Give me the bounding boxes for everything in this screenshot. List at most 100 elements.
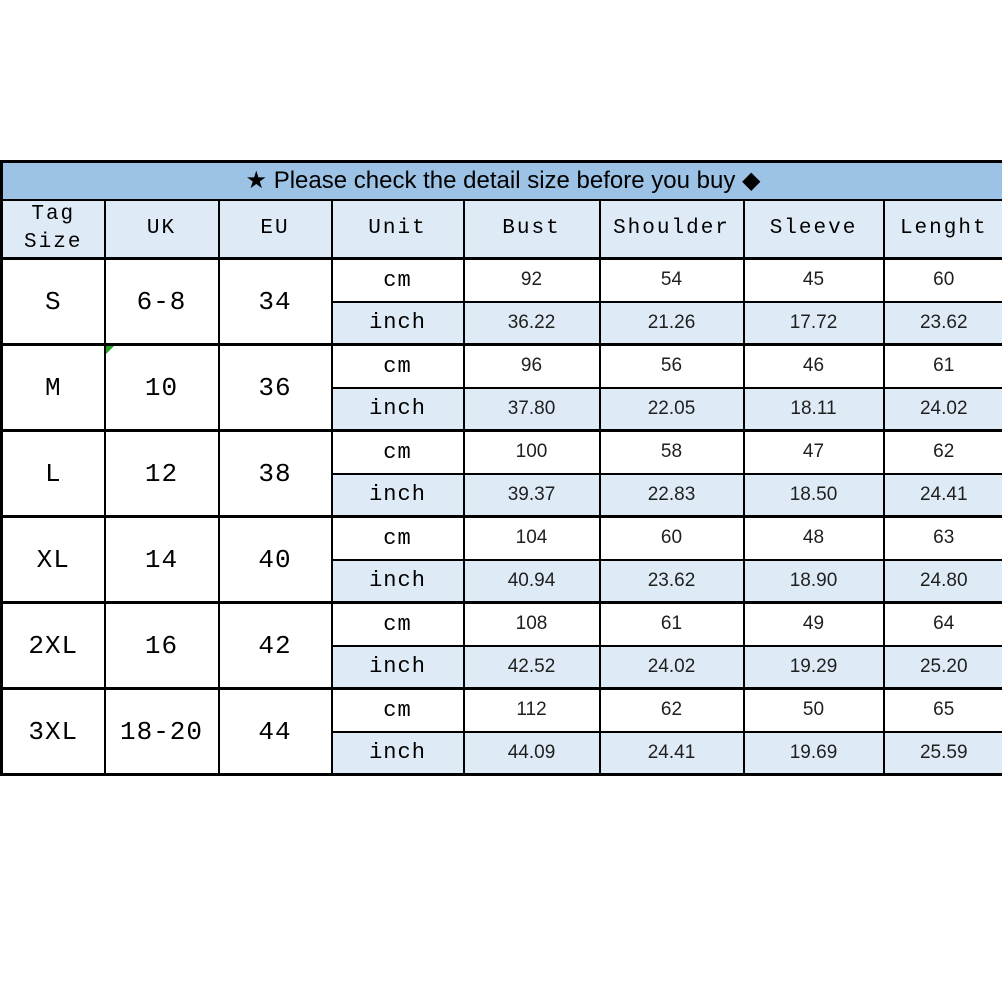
header-shoulder: Shoulder — [598, 198, 745, 261]
sleeve-cm-cell: 50 — [742, 687, 885, 733]
bust-cm-cell: 96 — [462, 343, 601, 389]
shoulder-inch-cell: 22.05 — [598, 386, 745, 432]
header-eu: EU — [217, 198, 333, 261]
unit-inch-label: inch — [330, 558, 465, 604]
uk-cell: 16 — [103, 601, 220, 690]
sleeve-cm-cell: 48 — [742, 515, 885, 561]
bust-inch-cell: 42.52 — [462, 644, 601, 690]
shoulder-cm-cell: 54 — [598, 257, 745, 303]
table-row-cm: L 12 38 cm 100 58 47 62 — [0, 429, 1002, 518]
eu-cell: 34 — [217, 257, 333, 346]
sleeve-inch-cell: 19.29 — [742, 644, 885, 690]
shoulder-inch-cell: 24.02 — [598, 644, 745, 690]
bust-cm-cell: 92 — [462, 257, 601, 303]
shoulder-inch-cell: 21.26 — [598, 300, 745, 346]
banner-row: ★ Please check the detail size before yo… — [0, 160, 1002, 201]
eu-cell: 40 — [217, 515, 333, 604]
table-row-inch: inch 44.09 24.41 19.69 25.59 — [2, 730, 1002, 776]
tag-size-cell: 2XL — [0, 601, 106, 690]
uk-cell: 12 — [103, 429, 220, 518]
uk-cell: 14 — [103, 515, 220, 604]
bust-inch-cell: 44.09 — [462, 730, 601, 776]
lenght-inch-cell: 23.62 — [882, 300, 1002, 346]
unit-inch-label: inch — [330, 644, 465, 690]
lenght-inch-cell: 24.41 — [882, 472, 1002, 518]
lenght-cm-cell: 63 — [882, 515, 1002, 561]
lenght-cm-cell: 65 — [882, 687, 1002, 733]
sleeve-cm-cell: 45 — [742, 257, 885, 303]
lenght-inch-cell: 24.80 — [882, 558, 1002, 604]
sleeve-inch-cell: 19.69 — [742, 730, 885, 776]
bust-inch-cell: 39.37 — [462, 472, 601, 518]
table-row-inch: inch 40.94 23.62 18.90 24.80 — [2, 558, 1002, 604]
sleeve-cm-cell: 49 — [742, 601, 885, 647]
size-chart-table: ★ Please check the detail size before yo… — [0, 160, 1002, 777]
table-row-cm: XL 14 40 cm 104 60 48 63 — [0, 515, 1002, 604]
shoulder-cm-cell: 56 — [598, 343, 745, 389]
header-lenght: Lenght — [882, 198, 1002, 261]
bust-inch-cell: 37.80 — [462, 386, 601, 432]
shoulder-inch-cell: 24.41 — [598, 730, 745, 776]
table-row-cm: 2XL 16 42 cm 108 61 49 64 — [0, 601, 1002, 690]
shoulder-inch-cell: 22.83 — [598, 472, 745, 518]
shoulder-inch-cell: 23.62 — [598, 558, 745, 604]
bust-inch-cell: 40.94 — [462, 558, 601, 604]
header-unit: Unit — [330, 198, 465, 261]
tag-size-cell: M — [0, 343, 106, 432]
eu-cell: 36 — [217, 343, 333, 432]
sleeve-cm-cell: 46 — [742, 343, 885, 389]
unit-inch-label: inch — [330, 472, 465, 518]
bust-cm-cell: 104 — [462, 515, 601, 561]
header-tag-size: Tag Size — [0, 198, 106, 261]
unit-inch-label: inch — [330, 386, 465, 432]
bust-cm-cell: 112 — [462, 687, 601, 733]
eu-cell: 44 — [217, 687, 333, 776]
sleeve-inch-cell: 17.72 — [742, 300, 885, 346]
bust-cm-cell: 108 — [462, 601, 601, 647]
uk-cell: 10 — [103, 343, 220, 432]
unit-cm-label: cm — [330, 601, 465, 647]
lenght-inch-cell: 25.59 — [882, 730, 1002, 776]
tag-size-cell: L — [0, 429, 106, 518]
header-bust: Bust — [462, 198, 601, 261]
table-row-inch: inch 37.80 22.05 18.11 24.02 — [2, 386, 1002, 432]
banner-notice: ★ Please check the detail size before yo… — [0, 160, 1002, 201]
excel-error-marker-icon — [106, 347, 114, 355]
unit-cm-label: cm — [330, 257, 465, 303]
header-sleeve: Sleeve — [742, 198, 885, 261]
sleeve-inch-cell: 18.90 — [742, 558, 885, 604]
tag-size-cell: XL — [0, 515, 106, 604]
tag-size-cell: S — [0, 257, 106, 346]
shoulder-cm-cell: 62 — [598, 687, 745, 733]
unit-cm-label: cm — [330, 687, 465, 733]
lenght-inch-cell: 24.02 — [882, 386, 1002, 432]
lenght-cm-cell: 60 — [882, 257, 1002, 303]
unit-cm-label: cm — [330, 429, 465, 475]
sleeve-inch-cell: 18.11 — [742, 386, 885, 432]
table-row-cm: 3XL 18-20 44 cm 112 62 50 65 — [0, 687, 1002, 776]
lenght-cm-cell: 61 — [882, 343, 1002, 389]
sleeve-cm-cell: 47 — [742, 429, 885, 475]
lenght-cm-cell: 62 — [882, 429, 1002, 475]
header-row: Tag Size UK EU Unit Bust Shoulder Sleeve… — [0, 198, 1002, 261]
eu-cell: 42 — [217, 601, 333, 690]
sleeve-inch-cell: 18.50 — [742, 472, 885, 518]
header-uk: UK — [103, 198, 220, 261]
unit-inch-label: inch — [330, 730, 465, 776]
size-chart-body: S 6-8 34 cm 92 54 45 60 inch 36.22 21.26… — [0, 257, 1002, 776]
table-row-inch: inch 42.52 24.02 19.29 25.20 — [2, 644, 1002, 690]
bust-cm-cell: 100 — [462, 429, 601, 475]
unit-cm-label: cm — [330, 343, 465, 389]
table-row-cm: M 10 36 cm 96 56 46 61 — [0, 343, 1002, 432]
unit-inch-label: inch — [330, 300, 465, 346]
table-row-cm: S 6-8 34 cm 92 54 45 60 — [0, 257, 1002, 346]
unit-cm-label: cm — [330, 515, 465, 561]
table-row-inch: inch 39.37 22.83 18.50 24.41 — [2, 472, 1002, 518]
lenght-inch-cell: 25.20 — [882, 644, 1002, 690]
uk-cell: 18-20 — [103, 687, 220, 776]
shoulder-cm-cell: 58 — [598, 429, 745, 475]
eu-cell: 38 — [217, 429, 333, 518]
shoulder-cm-cell: 60 — [598, 515, 745, 561]
shoulder-cm-cell: 61 — [598, 601, 745, 647]
table-row-inch: inch 36.22 21.26 17.72 23.62 — [2, 300, 1002, 346]
